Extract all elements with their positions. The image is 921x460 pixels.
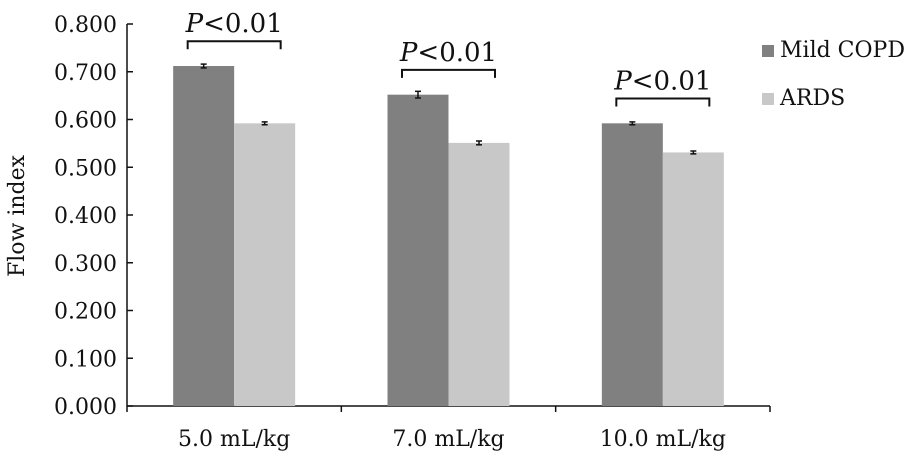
y-axis-title: Flow index (5, 154, 30, 277)
x-axis: 5.0 mL/kg 7.0 mL/kg 10.0 mL/kg (126, 405, 771, 452)
legend-label: Mild COPD (780, 38, 905, 63)
y-axis: 0.000 0.100 0.200 0.300 0.400 0.500 0.600 0.700… (54, 13, 133, 420)
y-tick-label: 0.000 (54, 395, 117, 420)
y-tick-label: 0.800 (54, 13, 117, 38)
y-tick-label: 0.200 (54, 300, 117, 325)
legend-swatch (762, 93, 774, 105)
y-tick-label: 0.600 (54, 109, 117, 134)
significance-bracket (186, 40, 282, 50)
bar (234, 123, 296, 406)
significance-annotations: P<0.01 P<0.01 P<0.01 (185, 9, 711, 107)
y-tick-label: 0.700 (54, 61, 117, 86)
legend: Mild COPD ARDS (762, 38, 905, 111)
significance-label: P<0.01 (613, 66, 711, 96)
bar (601, 123, 663, 406)
y-tick-label: 0.100 (54, 347, 117, 372)
significance-label: P<0.01 (185, 9, 283, 39)
bar (173, 66, 235, 407)
x-tick-label: 5.0 mL/kg (178, 427, 290, 452)
bars (173, 63, 724, 407)
y-tick-label: 0.400 (54, 204, 117, 229)
x-tick-label: 10.0 mL/kg (600, 427, 726, 452)
bar (662, 152, 724, 406)
bar (448, 142, 510, 406)
significance-bracket (401, 68, 496, 78)
x-tick-label: 7.0 mL/kg (392, 427, 504, 452)
significance-label: P<0.01 (399, 38, 497, 68)
y-tick-label: 0.500 (54, 156, 117, 181)
bar (387, 94, 449, 407)
significance-bracket (615, 97, 711, 107)
y-tick-label: 0.300 (54, 252, 117, 277)
legend-swatch (762, 45, 774, 57)
legend-label: ARDS (779, 86, 845, 111)
